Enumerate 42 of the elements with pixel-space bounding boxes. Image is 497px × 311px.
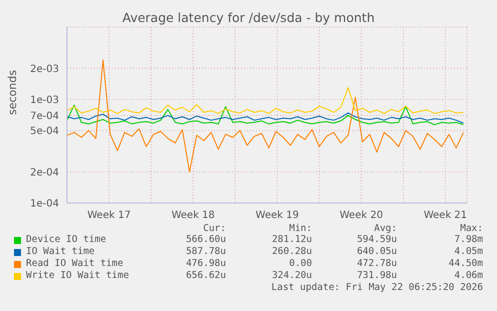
y-tick-label: 2e-03 (30, 64, 59, 75)
text: Avg: (374, 223, 397, 234)
legend-label: Read IO Wait time (26, 258, 124, 269)
y-tick-label: 5e-04 (30, 126, 59, 138)
text: 476.98u (186, 258, 226, 269)
legend-label: Device IO time (26, 234, 106, 245)
text: Last update: Fri May 22 06:25:20 2026 (271, 282, 483, 293)
text: 4.05m (454, 246, 483, 257)
text: 472.78u (356, 258, 397, 269)
y-tick-label: 1e-04 (30, 198, 59, 210)
text: 7.98m (454, 234, 483, 245)
text: Min: (289, 223, 312, 234)
text: 587.78u (186, 246, 226, 257)
x-tick-label: Week 18 (171, 210, 215, 222)
text: 44.50m (448, 258, 483, 269)
text: 594.59u (356, 234, 397, 245)
x-tick-label: Week 21 (424, 210, 468, 222)
y-tick-label: 1e-03 (30, 94, 59, 106)
x-tick-label: Week 19 (256, 210, 299, 222)
text: 640.05u (356, 246, 397, 257)
x-tick-label: Week 17 (87, 210, 131, 222)
line-series (67, 60, 464, 172)
text: 566.60u (186, 234, 226, 245)
line-series (67, 112, 464, 124)
text: 260.28u (272, 246, 312, 257)
y-axis-title: seconds (6, 70, 19, 115)
legend-label: Write IO Wait time (26, 270, 129, 281)
y-tick-label: 7e-04 (30, 111, 59, 122)
chart-title: Average latency for /dev/sda - by month (121, 10, 376, 25)
text: 656.62u (186, 270, 226, 281)
text: 4.06m (454, 270, 483, 281)
legend-label: IO Wait time (26, 246, 95, 257)
text: 0.00 (289, 258, 312, 269)
y-tick-label: 2e-04 (30, 167, 59, 178)
text: Cur: (203, 223, 226, 234)
x-tick-label: Week 20 (340, 210, 383, 222)
text: 731.98u (356, 270, 397, 281)
line-series (67, 104, 464, 126)
text: 324.20u (272, 270, 312, 281)
text: Max: (460, 223, 483, 234)
line-series (67, 87, 464, 114)
text: 281.12u (272, 234, 312, 245)
